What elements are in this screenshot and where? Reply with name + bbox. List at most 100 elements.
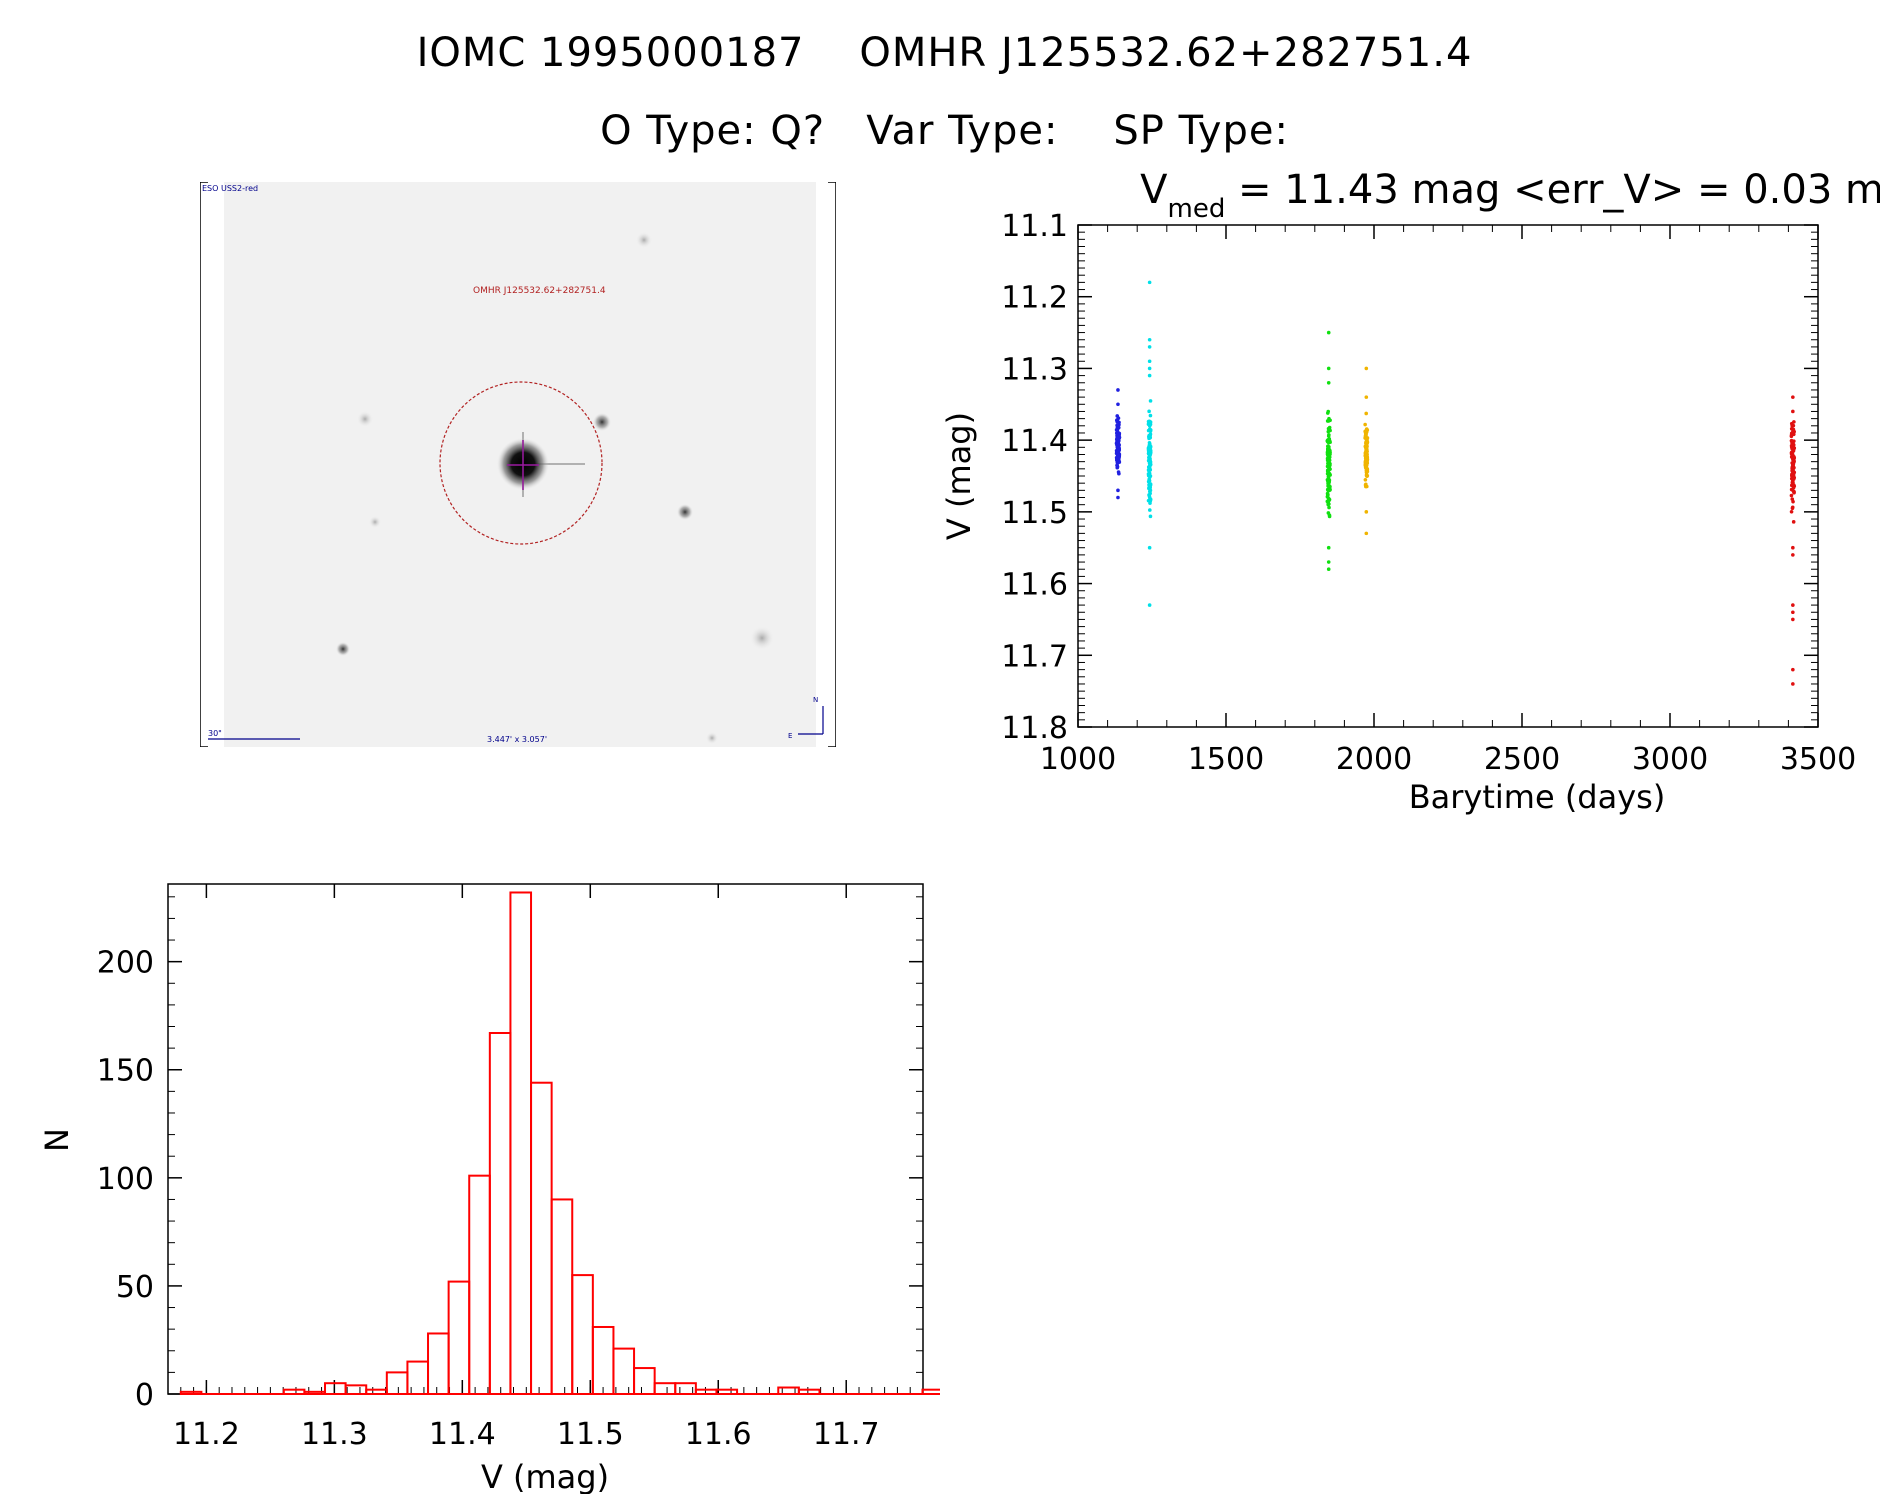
lc-point-outlier [1147,337,1152,342]
hist-x-tick-label: 11.3 [301,1417,368,1452]
lc-point [1363,422,1367,427]
lc-point [1147,436,1152,440]
hist-bar [385,1371,409,1395]
lc-point [1325,419,1330,423]
lc-point [1148,508,1152,512]
hist-plot-frame [167,883,924,1395]
lc-point-outlier [1791,545,1795,550]
hist-bar [447,1280,471,1395]
lc-point-outlier [1147,366,1152,371]
lc-point [1364,411,1369,416]
lc-y-tick-label: 11.3 [1001,352,1068,387]
lc-point [1790,446,1794,451]
lc-point [1792,490,1796,495]
lc-point [1148,462,1153,467]
hist-x-tick-label: 11.4 [429,1417,496,1452]
lc-point [1117,460,1122,464]
hist-y-tick-label: 200 [97,946,154,981]
lc-point-outlier [1116,495,1120,500]
lc-point-outlier [1116,488,1120,493]
lc-point [1326,409,1331,414]
lc-point [1116,438,1121,442]
lc-title-rest: = 11.43 mag <err_V> = 0.03 mag [1225,170,1880,213]
lc-y-tick-label: 11.6 [1001,568,1068,603]
lc-y-tick-label: 11.5 [1001,496,1068,531]
scale-label: 30" [208,729,222,738]
lc-title-prefix: V [1140,170,1168,213]
lc-point [1115,444,1120,448]
lc-point [1147,445,1151,449]
lc-point [1790,466,1795,470]
lc-point [1116,470,1121,474]
lc-point-outlier [1147,345,1152,349]
hist-x-tick-label: 11.2 [173,1417,240,1452]
lc-point [1789,433,1794,437]
hist-bar [694,1388,718,1395]
hist-x-tick-label: 11.5 [557,1417,624,1452]
light-curve-chart: Vmed = 11.43 mag <err_V> = 0.03 mag 1000… [940,170,1880,816]
lc-point [1116,425,1121,430]
hist-bar [365,1388,388,1395]
hist-bar [427,1332,450,1396]
lc-point [1147,494,1152,499]
hist-bar [530,1081,553,1395]
lc-point [1791,429,1795,434]
lc-point [1147,440,1152,445]
lc-point-outlier [1791,603,1795,607]
hist-bar [282,1388,306,1395]
hist-y-tick-label: 0 [135,1378,154,1413]
field-star [750,626,774,650]
lc-point [1326,440,1331,445]
lc-point [1327,505,1331,510]
lc-point [1148,475,1152,479]
hist-bar [715,1388,739,1395]
lc-x-tick-label: 2500 [1484,742,1560,777]
lc-point [1792,483,1796,487]
lc-plot-frame [1077,224,1819,728]
lc-point [1791,461,1795,466]
lc-point [1327,453,1332,458]
lc-point [1148,451,1153,456]
lc-point-outlier [1116,402,1120,407]
lc-point-outlier [1326,366,1331,371]
lc-point [1325,492,1330,497]
iomc-id: IOMC 1995000187 [416,30,805,76]
lc-x-tick-label: 3000 [1632,742,1708,777]
hist-bar [797,1388,821,1395]
object-title-line: IOMC 1995000187 OMHR J125532.62+282751.4 [0,30,1889,76]
lc-point-outlier [1364,510,1369,514]
lc-point [1790,453,1795,458]
lc-point [1148,413,1153,418]
lc-y-tick-label: 11.1 [1001,209,1068,244]
lc-point [1327,471,1331,475]
hist-bar [612,1347,636,1395]
lc-point [1365,441,1369,445]
object-type-line: O Type: Q? Var Type: SP Type: [0,108,1889,154]
hist-x-tick-label: 11.7 [813,1417,880,1452]
lc-point [1365,473,1370,478]
hist-bar [488,1031,512,1395]
lc-y-axis-label: V (mag) [940,412,978,540]
field-star [706,732,718,744]
survey-label: ESO USS2-red [202,184,258,193]
field-star [357,411,373,427]
lc-point [1146,428,1151,433]
lc-point [1326,438,1330,442]
lc-point [1789,510,1794,514]
hist-bar [591,1325,615,1396]
lc-point-outlier [1147,603,1152,607]
lc-point [1790,473,1794,477]
sptype-label: SP Type: [1113,108,1289,154]
hist-bar [550,1198,574,1395]
lc-point [1326,465,1331,470]
lc-x-tick-label: 3500 [1780,742,1856,777]
otype-label: O Type: Q? [600,108,826,154]
hist-y-tick-label: 150 [97,1054,154,1089]
lc-point-outlier [1147,359,1152,364]
lc-point [1115,435,1119,439]
lc-point [1363,477,1368,482]
hist-y-axis-label: N [40,1128,76,1152]
lc-y-tick-label: 11.7 [1001,639,1068,674]
lc-point-outlier [1364,395,1369,399]
field-star [636,232,652,248]
